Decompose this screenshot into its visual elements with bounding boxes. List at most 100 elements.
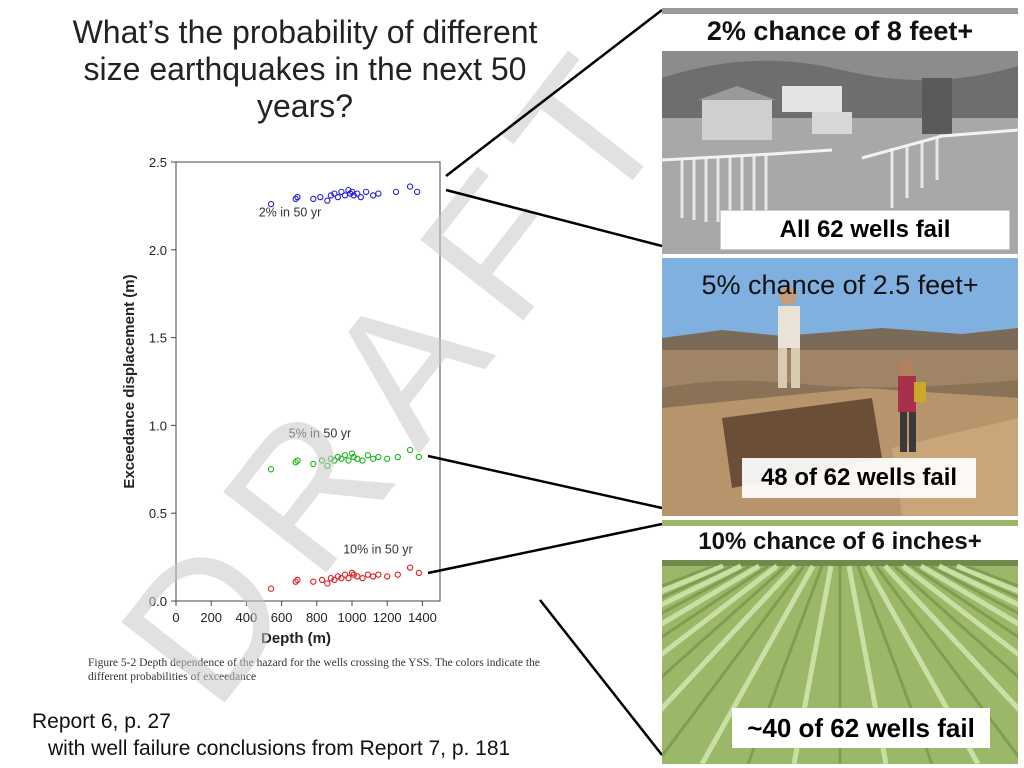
series-annotation: 5% in 50 yr	[289, 427, 352, 441]
panel-5pct: 5% chance of 2.5 feet+ 48 of 62 wells fa…	[662, 258, 1018, 516]
x-tick-label: 600	[271, 610, 293, 625]
data-point	[341, 192, 349, 199]
data-point	[384, 455, 391, 462]
data-point	[338, 575, 345, 582]
crop-row	[883, 564, 1018, 713]
x-tick-label: 1400	[408, 610, 437, 625]
data-point	[347, 190, 354, 197]
data-point	[359, 457, 366, 464]
crop-row	[662, 563, 761, 627]
connector-10pct-to-panel-3	[427, 522, 663, 575]
data-point	[359, 575, 366, 582]
data-point	[369, 455, 377, 462]
series-1	[267, 446, 423, 473]
data-point	[406, 564, 414, 571]
data-point	[324, 197, 331, 204]
connector-2pct-to-panel-1	[445, 188, 663, 248]
data-point	[334, 453, 342, 461]
panel-2pct: 2% chance of 8 feet+ All 62 wells fail	[662, 8, 1018, 254]
panel-3-result: ~40 of 62 wells fail	[732, 708, 990, 748]
data-point	[331, 457, 338, 464]
series-annotation: 10% in 50 yr	[343, 543, 412, 557]
data-point	[345, 575, 352, 582]
data-point	[345, 457, 352, 464]
crop-row	[699, 564, 816, 764]
data-point	[375, 190, 382, 197]
data-point	[294, 193, 301, 201]
data-point	[348, 188, 356, 196]
data-point	[384, 573, 391, 580]
chart-points	[267, 183, 423, 592]
crop-row	[929, 564, 1018, 615]
plot-frame	[175, 161, 441, 602]
data-point	[350, 453, 357, 461]
chart-annotations: 2% in 50 yr 5% in 50 yr 10% in 50 yr	[259, 205, 413, 556]
data-point	[318, 576, 326, 584]
data-point	[369, 573, 377, 580]
data-point	[354, 455, 361, 462]
series-annotation: 2% in 50 yr	[259, 205, 322, 219]
data-point	[318, 457, 326, 464]
x-tick-label: 400	[236, 610, 258, 625]
data-point	[324, 580, 331, 587]
panel-2-result: 48 of 62 wells fail	[742, 458, 976, 498]
data-point	[350, 192, 357, 199]
data-point	[317, 193, 324, 201]
y-tick-label: 1.0	[149, 418, 167, 433]
crop-row	[662, 565, 806, 759]
x-axis-label: Depth (m)	[261, 630, 331, 647]
data-point	[394, 571, 401, 578]
crop-row	[911, 564, 1018, 639]
crop-row	[893, 564, 1018, 679]
plot-border	[175, 161, 441, 602]
hiker-1	[778, 287, 800, 388]
x-tick-label: 1000	[338, 610, 367, 625]
data-point	[406, 446, 414, 454]
y-tick-label: 0.5	[149, 506, 167, 521]
crop-row	[937, 563, 1018, 608]
crop-row	[662, 564, 797, 713]
crop-row	[874, 565, 1018, 759]
data-point	[406, 183, 414, 190]
data-point	[338, 455, 345, 462]
crop-row	[662, 564, 787, 679]
source-line-2: with well failure conclusions from Repor…	[48, 737, 511, 760]
data-point	[394, 453, 401, 461]
data-point	[375, 453, 382, 461]
source-note: Report 6, p. 27 with well failure conclu…	[32, 708, 632, 762]
data-point	[341, 571, 349, 578]
data-point	[310, 460, 317, 468]
x-tick-label: 0	[172, 610, 179, 625]
hiker-2	[898, 360, 926, 452]
panel-1-headline: 2% chance of 8 feet+	[662, 14, 1018, 51]
data-point	[292, 459, 299, 466]
crop-field-photo	[662, 520, 1018, 764]
data-point	[415, 569, 423, 577]
data-point	[354, 190, 361, 197]
panel-2-headline: 5% chance of 2.5 feet+	[701, 270, 979, 300]
data-point	[267, 585, 275, 592]
data-point	[362, 188, 370, 196]
crop-row	[662, 564, 751, 615]
figure-caption: Figure 5-2 Depth dependence of the hazar…	[88, 657, 540, 683]
data-point	[294, 457, 301, 464]
chart-axes: 0 200 400 600 800 1000 1200 1400 0.0 0.5 1.0 1.5 2.0…	[121, 155, 437, 647]
data-point	[294, 576, 301, 584]
connector-5pct-to-panel-2	[427, 454, 663, 510]
data-point	[267, 200, 275, 208]
panel-3-headline: 10% chance of 6 inches+	[662, 526, 1018, 560]
data-point	[345, 186, 352, 194]
y-axis-label: Exceedance displacement (m)	[121, 274, 138, 488]
page-title: What’s the probability of different size…	[72, 14, 538, 124]
data-point	[331, 190, 338, 197]
crop-row	[662, 564, 779, 658]
y-tick-label: 2.5	[149, 155, 167, 170]
x-tick-label: 1200	[373, 610, 402, 625]
crop-row	[662, 563, 743, 608]
data-point	[413, 188, 421, 196]
x-tick-label: 800	[306, 610, 328, 625]
data-point	[310, 578, 317, 585]
data-point	[327, 575, 335, 582]
y-tick-label: 0.0	[149, 594, 167, 609]
data-point	[354, 573, 361, 580]
